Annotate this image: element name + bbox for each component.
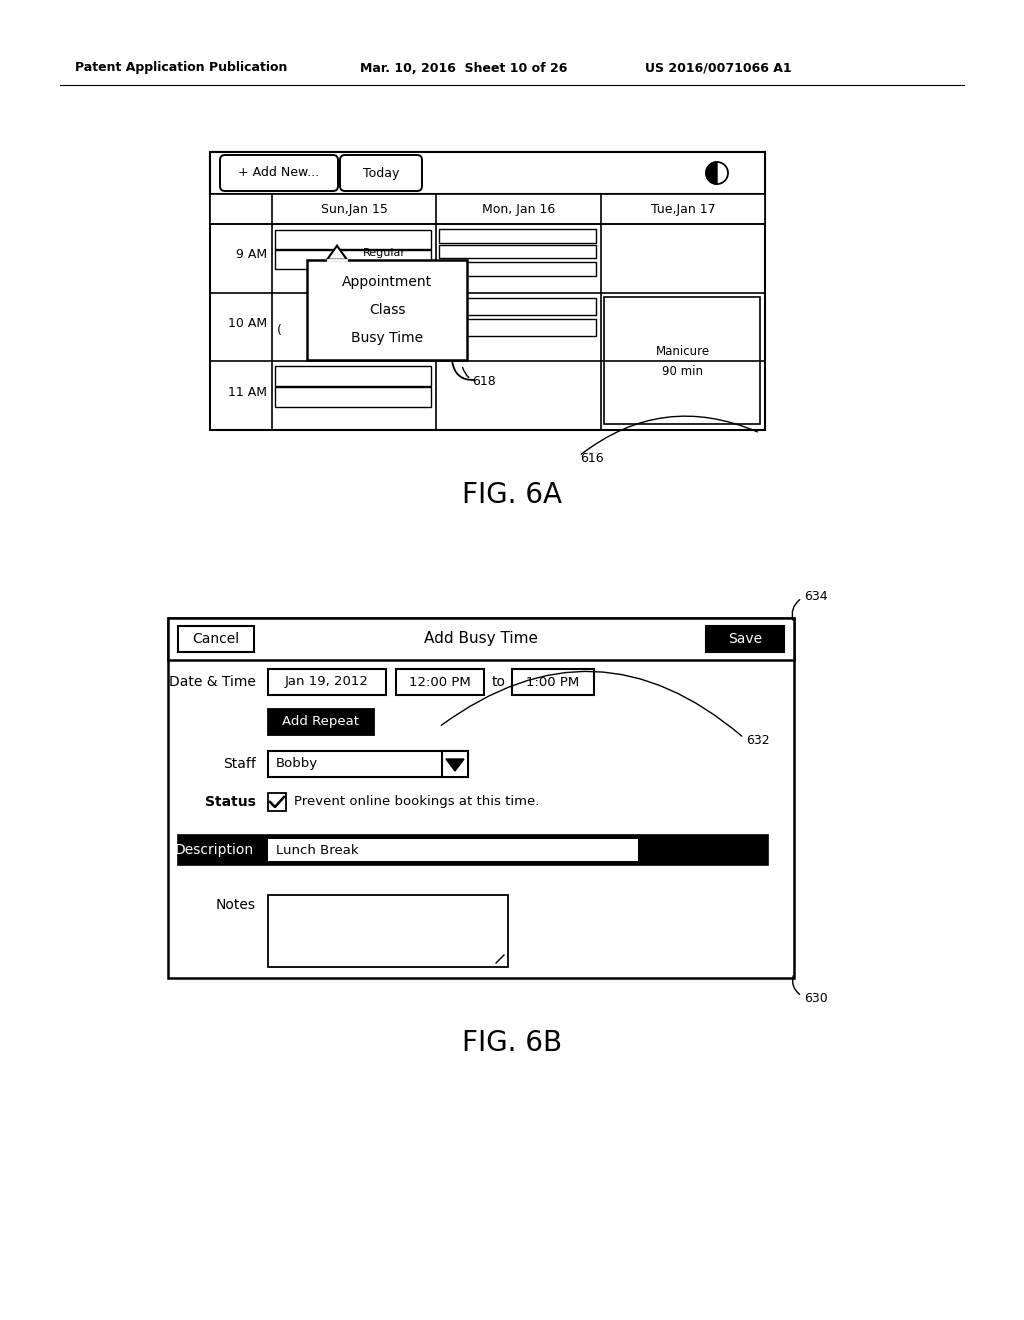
Text: (: ( [278, 323, 282, 337]
Text: + Add New...: + Add New... [239, 166, 319, 180]
Text: 10 AM: 10 AM [228, 317, 267, 330]
Text: Staff: Staff [223, 756, 256, 771]
FancyBboxPatch shape [275, 249, 431, 269]
Text: 634: 634 [804, 590, 827, 602]
Text: Notes: Notes [216, 898, 256, 912]
FancyBboxPatch shape [439, 261, 596, 276]
Polygon shape [446, 759, 464, 771]
Text: Patent Application Publication: Patent Application Publication [75, 62, 288, 74]
Text: ts: ts [444, 261, 455, 272]
FancyBboxPatch shape [178, 626, 254, 652]
Text: US 2016/0071066 A1: US 2016/0071066 A1 [645, 62, 792, 74]
FancyBboxPatch shape [439, 244, 596, 259]
Text: Bobby: Bobby [276, 758, 318, 771]
Text: 9 AM: 9 AM [236, 248, 267, 261]
FancyBboxPatch shape [168, 618, 794, 978]
Text: Appointment: Appointment [342, 275, 432, 289]
Circle shape [706, 162, 728, 183]
FancyBboxPatch shape [268, 669, 386, 696]
Text: Mon, Jan 16: Mon, Jan 16 [482, 202, 555, 215]
FancyBboxPatch shape [210, 152, 765, 430]
FancyBboxPatch shape [275, 230, 431, 249]
Text: Mar. 10, 2016  Sheet 10 of 26: Mar. 10, 2016 Sheet 10 of 26 [360, 62, 567, 74]
Text: 618: 618 [472, 375, 496, 388]
Text: Description: Description [175, 843, 254, 857]
FancyBboxPatch shape [706, 626, 784, 652]
Polygon shape [706, 162, 717, 183]
Text: Date & Time: Date & Time [169, 675, 256, 689]
FancyBboxPatch shape [604, 297, 760, 424]
Text: FIG. 6B: FIG. 6B [462, 1030, 562, 1057]
Text: Sun,Jan 15: Sun,Jan 15 [321, 202, 388, 215]
FancyBboxPatch shape [178, 836, 768, 865]
Text: Class: Class [369, 302, 406, 317]
Polygon shape [327, 246, 347, 260]
Text: 630: 630 [804, 991, 827, 1005]
FancyBboxPatch shape [268, 793, 286, 810]
Text: to: to [492, 675, 506, 689]
Text: Jan 19, 2012: Jan 19, 2012 [285, 676, 369, 689]
FancyBboxPatch shape [275, 367, 431, 385]
Text: Save: Save [728, 632, 762, 645]
Text: Tue,Jan 17: Tue,Jan 17 [650, 202, 715, 215]
FancyBboxPatch shape [439, 298, 596, 315]
Text: Today: Today [362, 166, 399, 180]
FancyBboxPatch shape [268, 895, 508, 968]
FancyBboxPatch shape [340, 154, 422, 191]
FancyBboxPatch shape [268, 709, 374, 735]
Text: 1:00 PM: 1:00 PM [526, 676, 580, 689]
FancyBboxPatch shape [220, 154, 338, 191]
Text: Prevent online bookings at this time.: Prevent online bookings at this time. [294, 796, 540, 808]
FancyBboxPatch shape [268, 751, 468, 777]
FancyBboxPatch shape [439, 318, 596, 335]
FancyBboxPatch shape [168, 618, 794, 660]
FancyBboxPatch shape [442, 751, 468, 777]
Text: 12:00 PM: 12:00 PM [410, 676, 471, 689]
Text: Add Repeat: Add Repeat [283, 715, 359, 729]
FancyBboxPatch shape [512, 669, 594, 696]
Text: 90 min: 90 min [663, 366, 703, 378]
Text: Lunch Break: Lunch Break [276, 843, 358, 857]
Text: 11 AM: 11 AM [228, 385, 267, 399]
Text: Regular: Regular [362, 248, 406, 257]
FancyBboxPatch shape [268, 840, 638, 861]
Text: Busy Time: Busy Time [351, 331, 423, 345]
FancyBboxPatch shape [439, 228, 596, 243]
FancyBboxPatch shape [275, 388, 431, 407]
Text: 632: 632 [746, 734, 770, 747]
FancyBboxPatch shape [210, 194, 765, 224]
Text: 616: 616 [580, 451, 603, 465]
FancyBboxPatch shape [210, 152, 765, 194]
Text: Status: Status [205, 795, 256, 809]
Text: Add Busy Time: Add Busy Time [424, 631, 538, 647]
FancyBboxPatch shape [396, 669, 484, 696]
Text: Manicure: Manicure [655, 345, 710, 358]
Text: Cancel: Cancel [193, 632, 240, 645]
Text: FIG. 6A: FIG. 6A [462, 480, 562, 510]
FancyBboxPatch shape [307, 260, 467, 360]
